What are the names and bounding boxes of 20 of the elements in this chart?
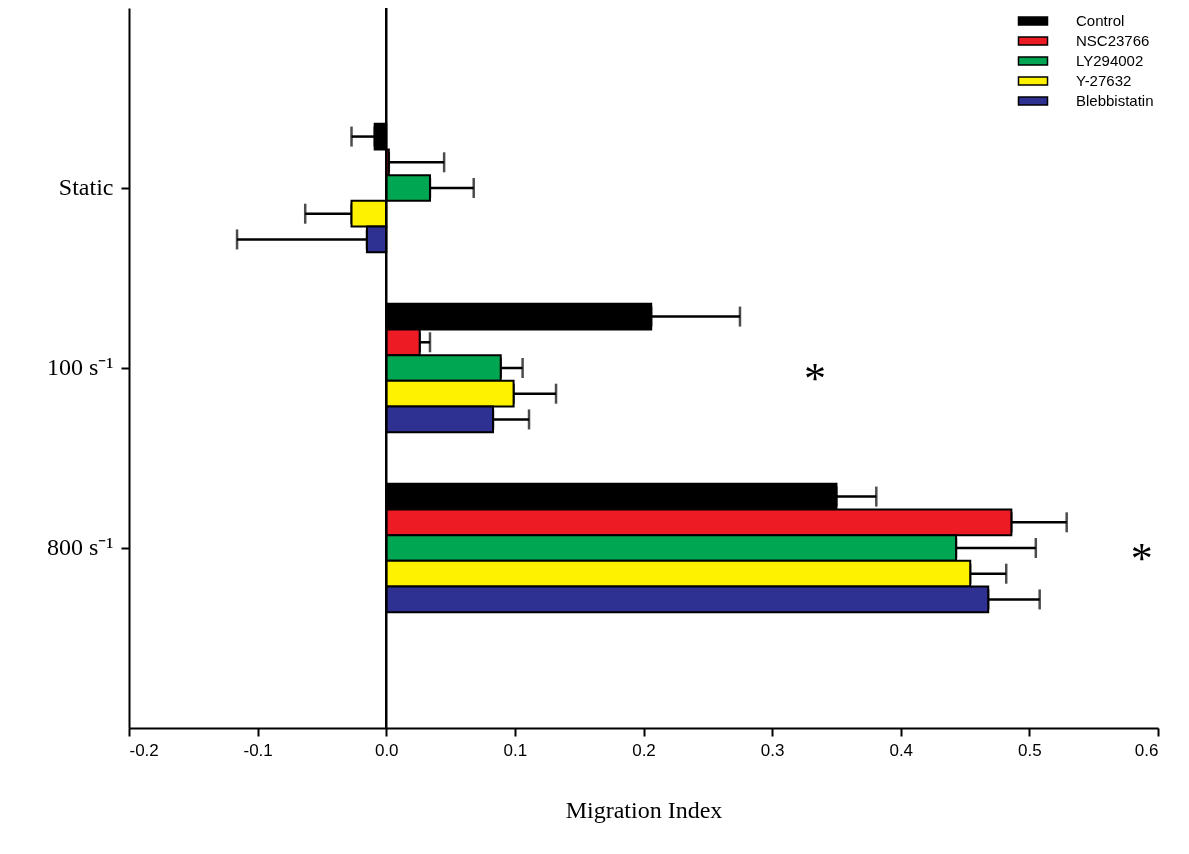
legend-label: NSC23766 (1076, 32, 1150, 49)
x-tick-label: 0.2 (632, 740, 656, 760)
x-tick-label: 0.6 (1134, 740, 1159, 760)
x-tick-label: -0.2 (129, 740, 159, 760)
annotation: * (1130, 534, 1153, 583)
x-tick-label: 0.1 (503, 740, 528, 760)
x-axis-title: Migration Index (565, 796, 723, 823)
legend-label: Control (1076, 12, 1125, 29)
x-tick-label: 0.4 (889, 740, 914, 760)
y-tick-label: 800 s⁻¹ (46, 534, 114, 560)
x-tick-label: 0.0 (374, 740, 399, 760)
legend-label: Y-27632 (1076, 72, 1132, 89)
legend-label: LY294002 (1076, 52, 1144, 69)
x-tick-label: -0.1 (243, 740, 273, 760)
legend-label: Blebbistatin (1076, 92, 1154, 109)
annotation: * (803, 354, 826, 403)
x-tick-label: 0.3 (760, 740, 785, 760)
y-tick-label: Static (58, 174, 114, 200)
y-tick-label: 100 s⁻¹ (46, 354, 114, 380)
x-tick-label: 0.5 (1018, 740, 1042, 760)
